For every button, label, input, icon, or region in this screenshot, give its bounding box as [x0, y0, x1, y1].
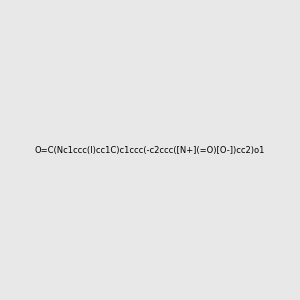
- Text: O=C(Nc1ccc(I)cc1C)c1ccc(-c2ccc([N+](=O)[O-])cc2)o1: O=C(Nc1ccc(I)cc1C)c1ccc(-c2ccc([N+](=O)[…: [35, 146, 265, 154]
